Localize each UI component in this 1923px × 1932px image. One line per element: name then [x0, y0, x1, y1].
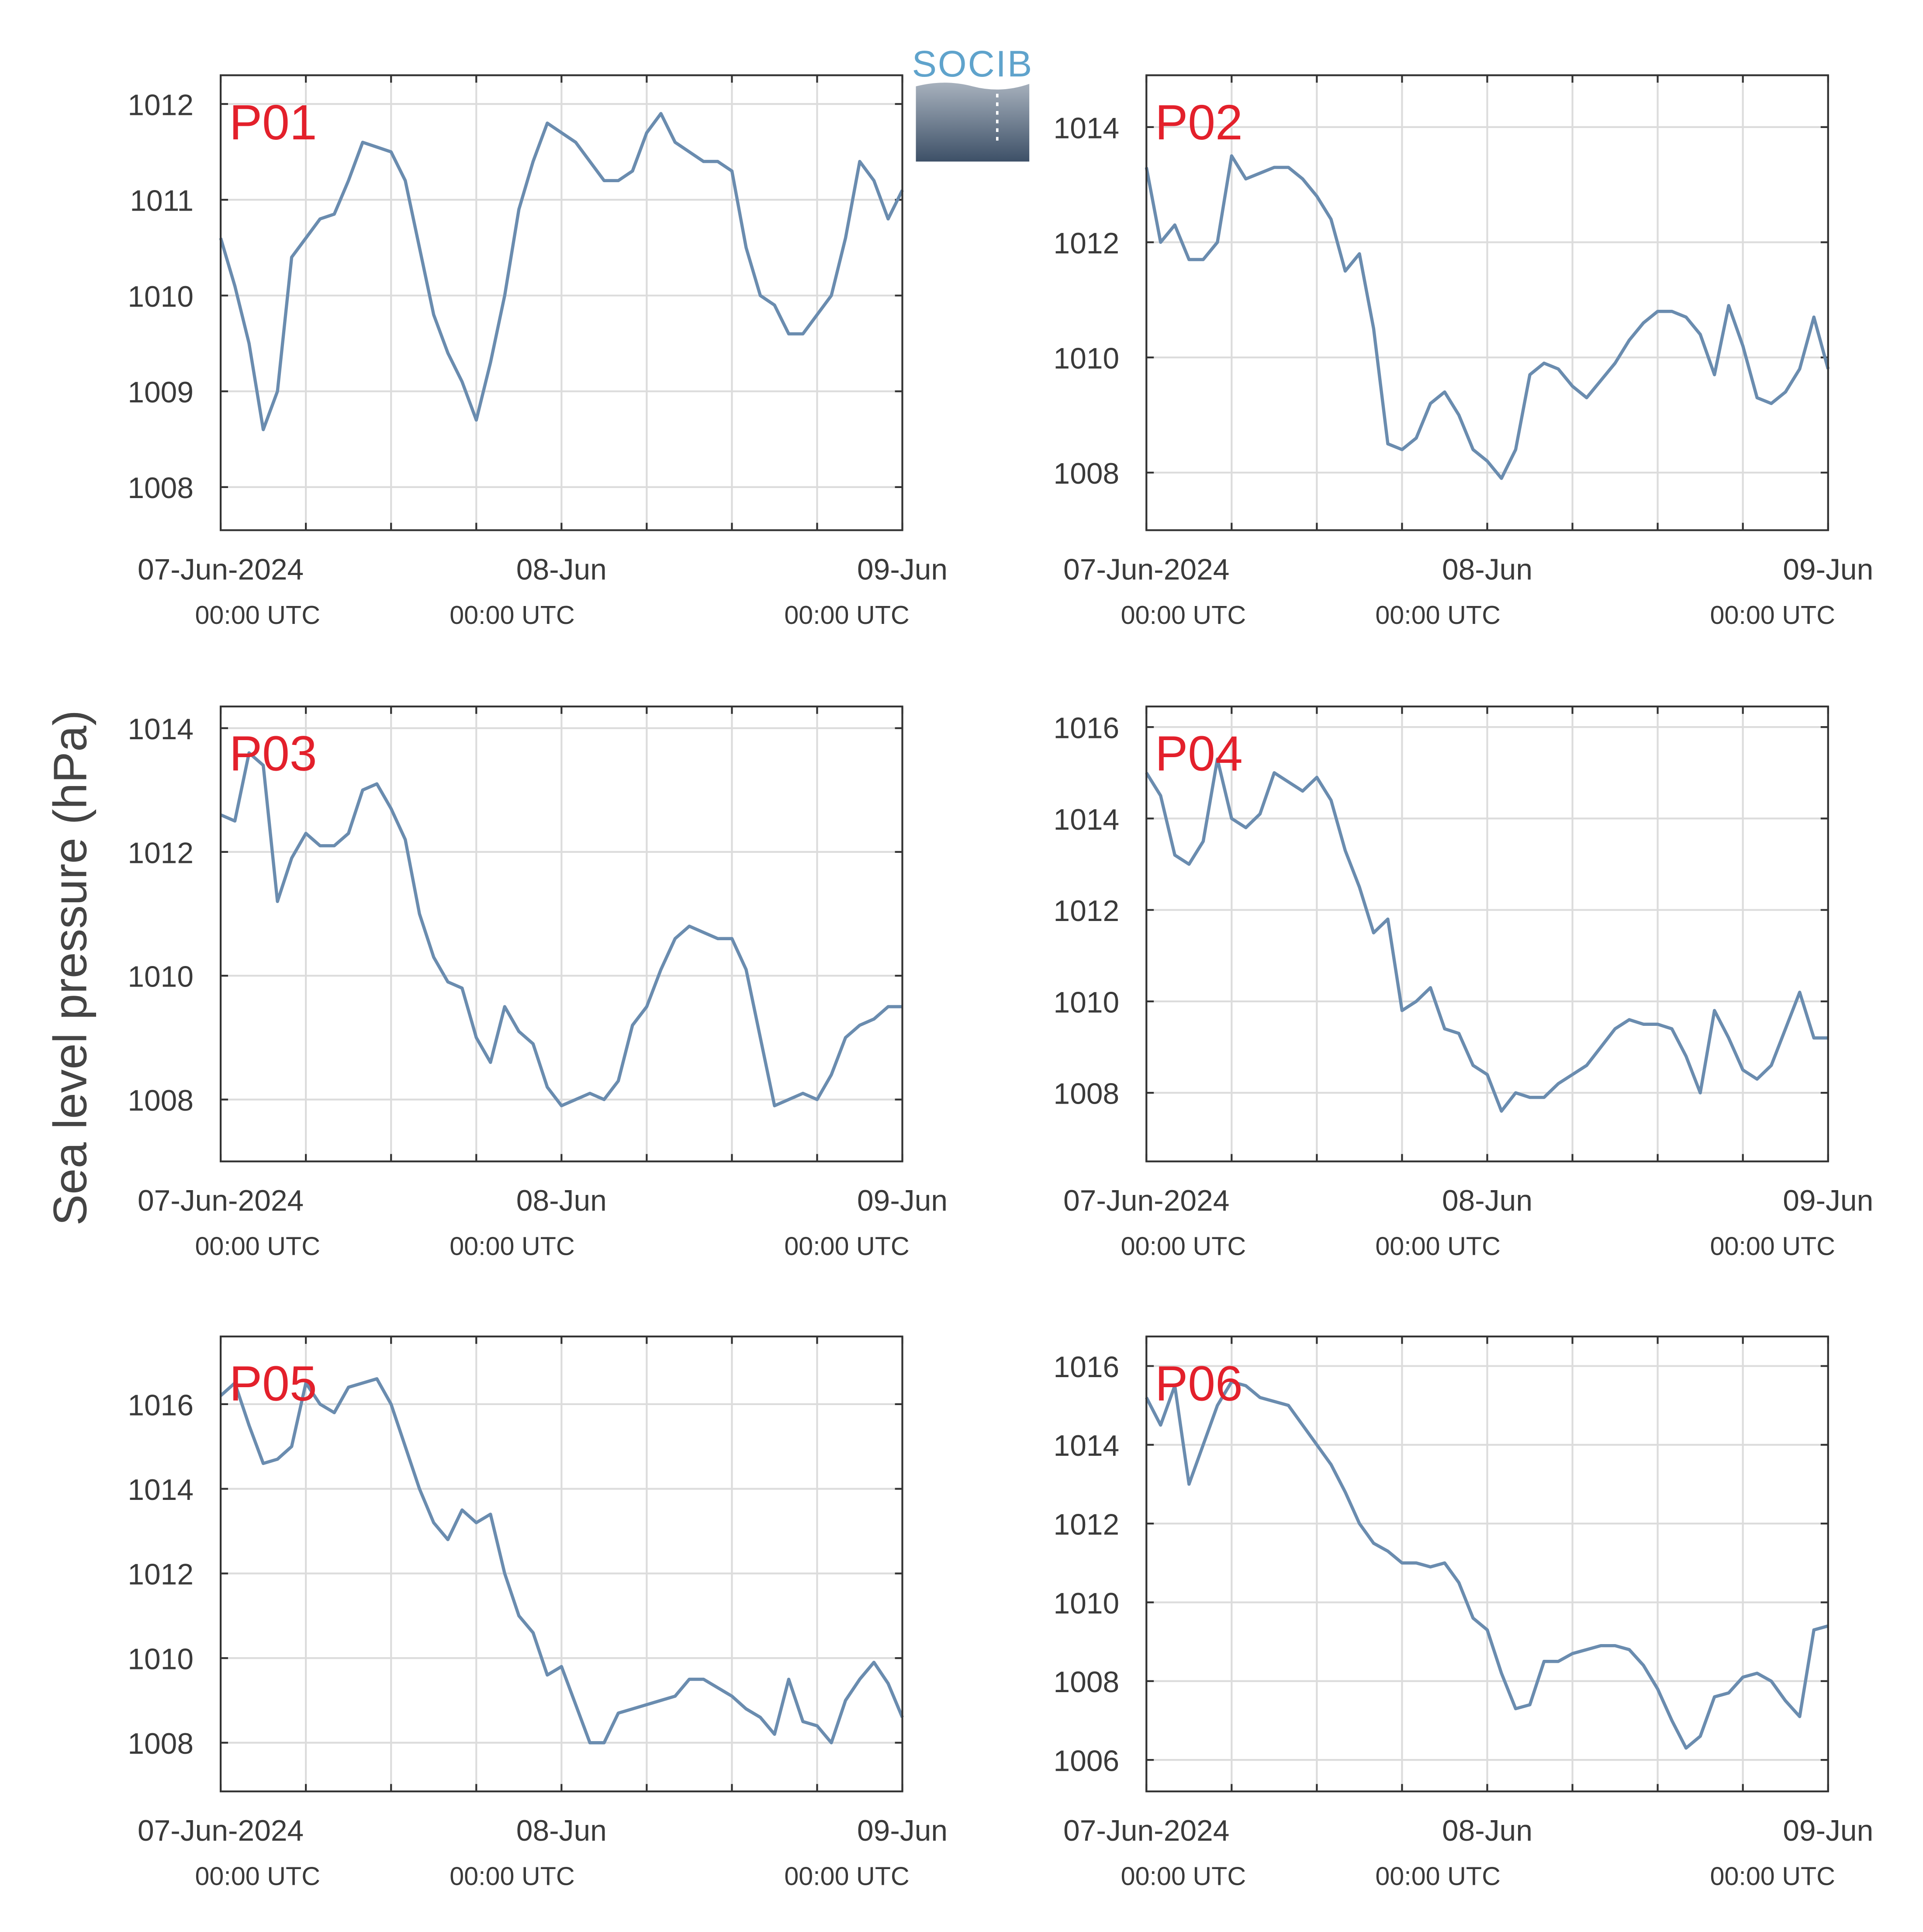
x-tick-sublabel: 00:00 UTC [1375, 1862, 1501, 1891]
y-tick-label: 1012 [1054, 895, 1120, 928]
x-tick-label: 09-Jun [857, 1184, 948, 1217]
x-tick-sublabel: 00:00 UTC [450, 1232, 575, 1261]
x-tick-sublabel: 00:00 UTC [784, 1862, 910, 1891]
data-line [1145, 757, 1828, 1113]
y-tick-label: 1012 [128, 837, 194, 869]
panel-title: P05 [229, 1356, 317, 1411]
x-tick-label: 07-Jun-2024 [1063, 1814, 1229, 1847]
x-tick-label: 08-Jun [516, 553, 607, 586]
x-tick-sublabel: 00:00 UTC [1121, 600, 1246, 630]
y-tick-label: 1012 [128, 89, 194, 121]
logo-graphic [916, 83, 1030, 162]
data-line [1145, 1380, 1829, 1750]
y-tick-label: 1010 [1054, 986, 1120, 1019]
panel-title: P03 [229, 726, 317, 781]
x-tick-sublabel: 00:00 UTC [1710, 1862, 1835, 1891]
panel-title: P04 [1155, 726, 1243, 781]
plot-frame [219, 74, 903, 531]
plot-frame [1145, 705, 1829, 1163]
data-line [220, 751, 903, 1108]
x-tick-sublabel: 00:00 UTC [1710, 600, 1835, 630]
x-tick-label: 08-Jun [516, 1184, 607, 1217]
y-tick-label: 1010 [1054, 342, 1120, 375]
x-tick-sublabel: 00:00 UTC [1121, 1862, 1246, 1891]
data-line [219, 1377, 904, 1745]
x-tick-label: 09-Jun [857, 1814, 948, 1847]
y-tick-label: 1016 [1054, 712, 1120, 744]
x-tick-sublabel: 00:00 UTC [784, 1232, 910, 1261]
y-tick-label: 1009 [128, 376, 194, 409]
x-tick-label: 08-Jun [1442, 553, 1532, 586]
y-axis-label: Sea level pressure (hPa) [44, 710, 97, 1226]
y-tick-label: 1010 [128, 961, 194, 994]
x-tick-sublabel: 00:00 UTC [195, 1862, 320, 1891]
x-tick-label: 08-Jun [516, 1814, 607, 1847]
y-tick-label: 1014 [128, 1474, 194, 1506]
y-tick-label: 1012 [128, 1558, 194, 1591]
x-tick-sublabel: 00:00 UTC [1710, 1232, 1835, 1261]
x-tick-label: 07-Jun-2024 [138, 1814, 304, 1847]
y-tick-label: 1008 [1054, 457, 1120, 490]
x-tick-sublabel: 00:00 UTC [1375, 1232, 1501, 1261]
x-tick-label: 09-Jun [1783, 1814, 1873, 1847]
y-tick-label: 1008 [128, 1728, 194, 1760]
plot-frame [1145, 74, 1829, 531]
x-tick-label: 07-Jun-2024 [1063, 553, 1229, 586]
y-tick-label: 1014 [1054, 803, 1120, 836]
y-tick-label: 1016 [1054, 1351, 1120, 1384]
y-tick-label: 1012 [1054, 1509, 1120, 1541]
y-tick-label: 1010 [128, 1643, 194, 1676]
y-tick-label: 1008 [128, 1084, 194, 1117]
y-tick-label: 1008 [1054, 1078, 1120, 1111]
panel-title: P06 [1155, 1356, 1243, 1411]
logo-text: SOCIB [912, 43, 1034, 84]
x-tick-sublabel: 00:00 UTC [195, 600, 320, 630]
x-tick-sublabel: 00:00 UTC [450, 1862, 575, 1891]
y-tick-label: 1008 [128, 472, 194, 505]
plot-frame [219, 1335, 903, 1793]
y-tick-label: 1011 [130, 185, 194, 218]
x-tick-sublabel: 00:00 UTC [1121, 1232, 1246, 1261]
y-tick-label: 1014 [1054, 1430, 1120, 1462]
x-tick-label: 07-Jun-2024 [138, 553, 304, 586]
x-tick-sublabel: 00:00 UTC [195, 1232, 320, 1261]
x-tick-sublabel: 00:00 UTC [1375, 600, 1501, 630]
logo: SOCIB [912, 43, 1034, 162]
y-tick-label: 1008 [1054, 1666, 1120, 1699]
panel-title: P01 [229, 95, 317, 150]
x-tick-sublabel: 00:00 UTC [450, 600, 575, 630]
x-tick-label: 07-Jun-2024 [1063, 1184, 1229, 1217]
panel-title: P02 [1155, 95, 1243, 150]
y-tick-label: 1014 [1054, 112, 1120, 145]
y-tick-label: 1010 [1054, 1587, 1120, 1620]
x-tick-label: 09-Jun [1783, 1184, 1873, 1217]
x-tick-label: 08-Jun [1442, 1184, 1532, 1217]
x-tick-label: 09-Jun [857, 553, 948, 586]
x-tick-label: 09-Jun [1783, 553, 1873, 586]
x-tick-label: 08-Jun [1442, 1814, 1532, 1847]
x-tick-sublabel: 00:00 UTC [784, 600, 910, 630]
x-tick-label: 07-Jun-2024 [138, 1184, 304, 1217]
y-tick-label: 1010 [128, 280, 194, 313]
plot-frame [1145, 1335, 1829, 1793]
data-line [1145, 154, 1830, 480]
y-tick-label: 1014 [128, 713, 194, 746]
y-tick-label: 1012 [1054, 227, 1120, 260]
plot-frame [219, 705, 903, 1163]
y-tick-label: 1016 [128, 1389, 194, 1422]
y-tick-label: 1006 [1054, 1745, 1120, 1777]
data-line [219, 112, 904, 431]
